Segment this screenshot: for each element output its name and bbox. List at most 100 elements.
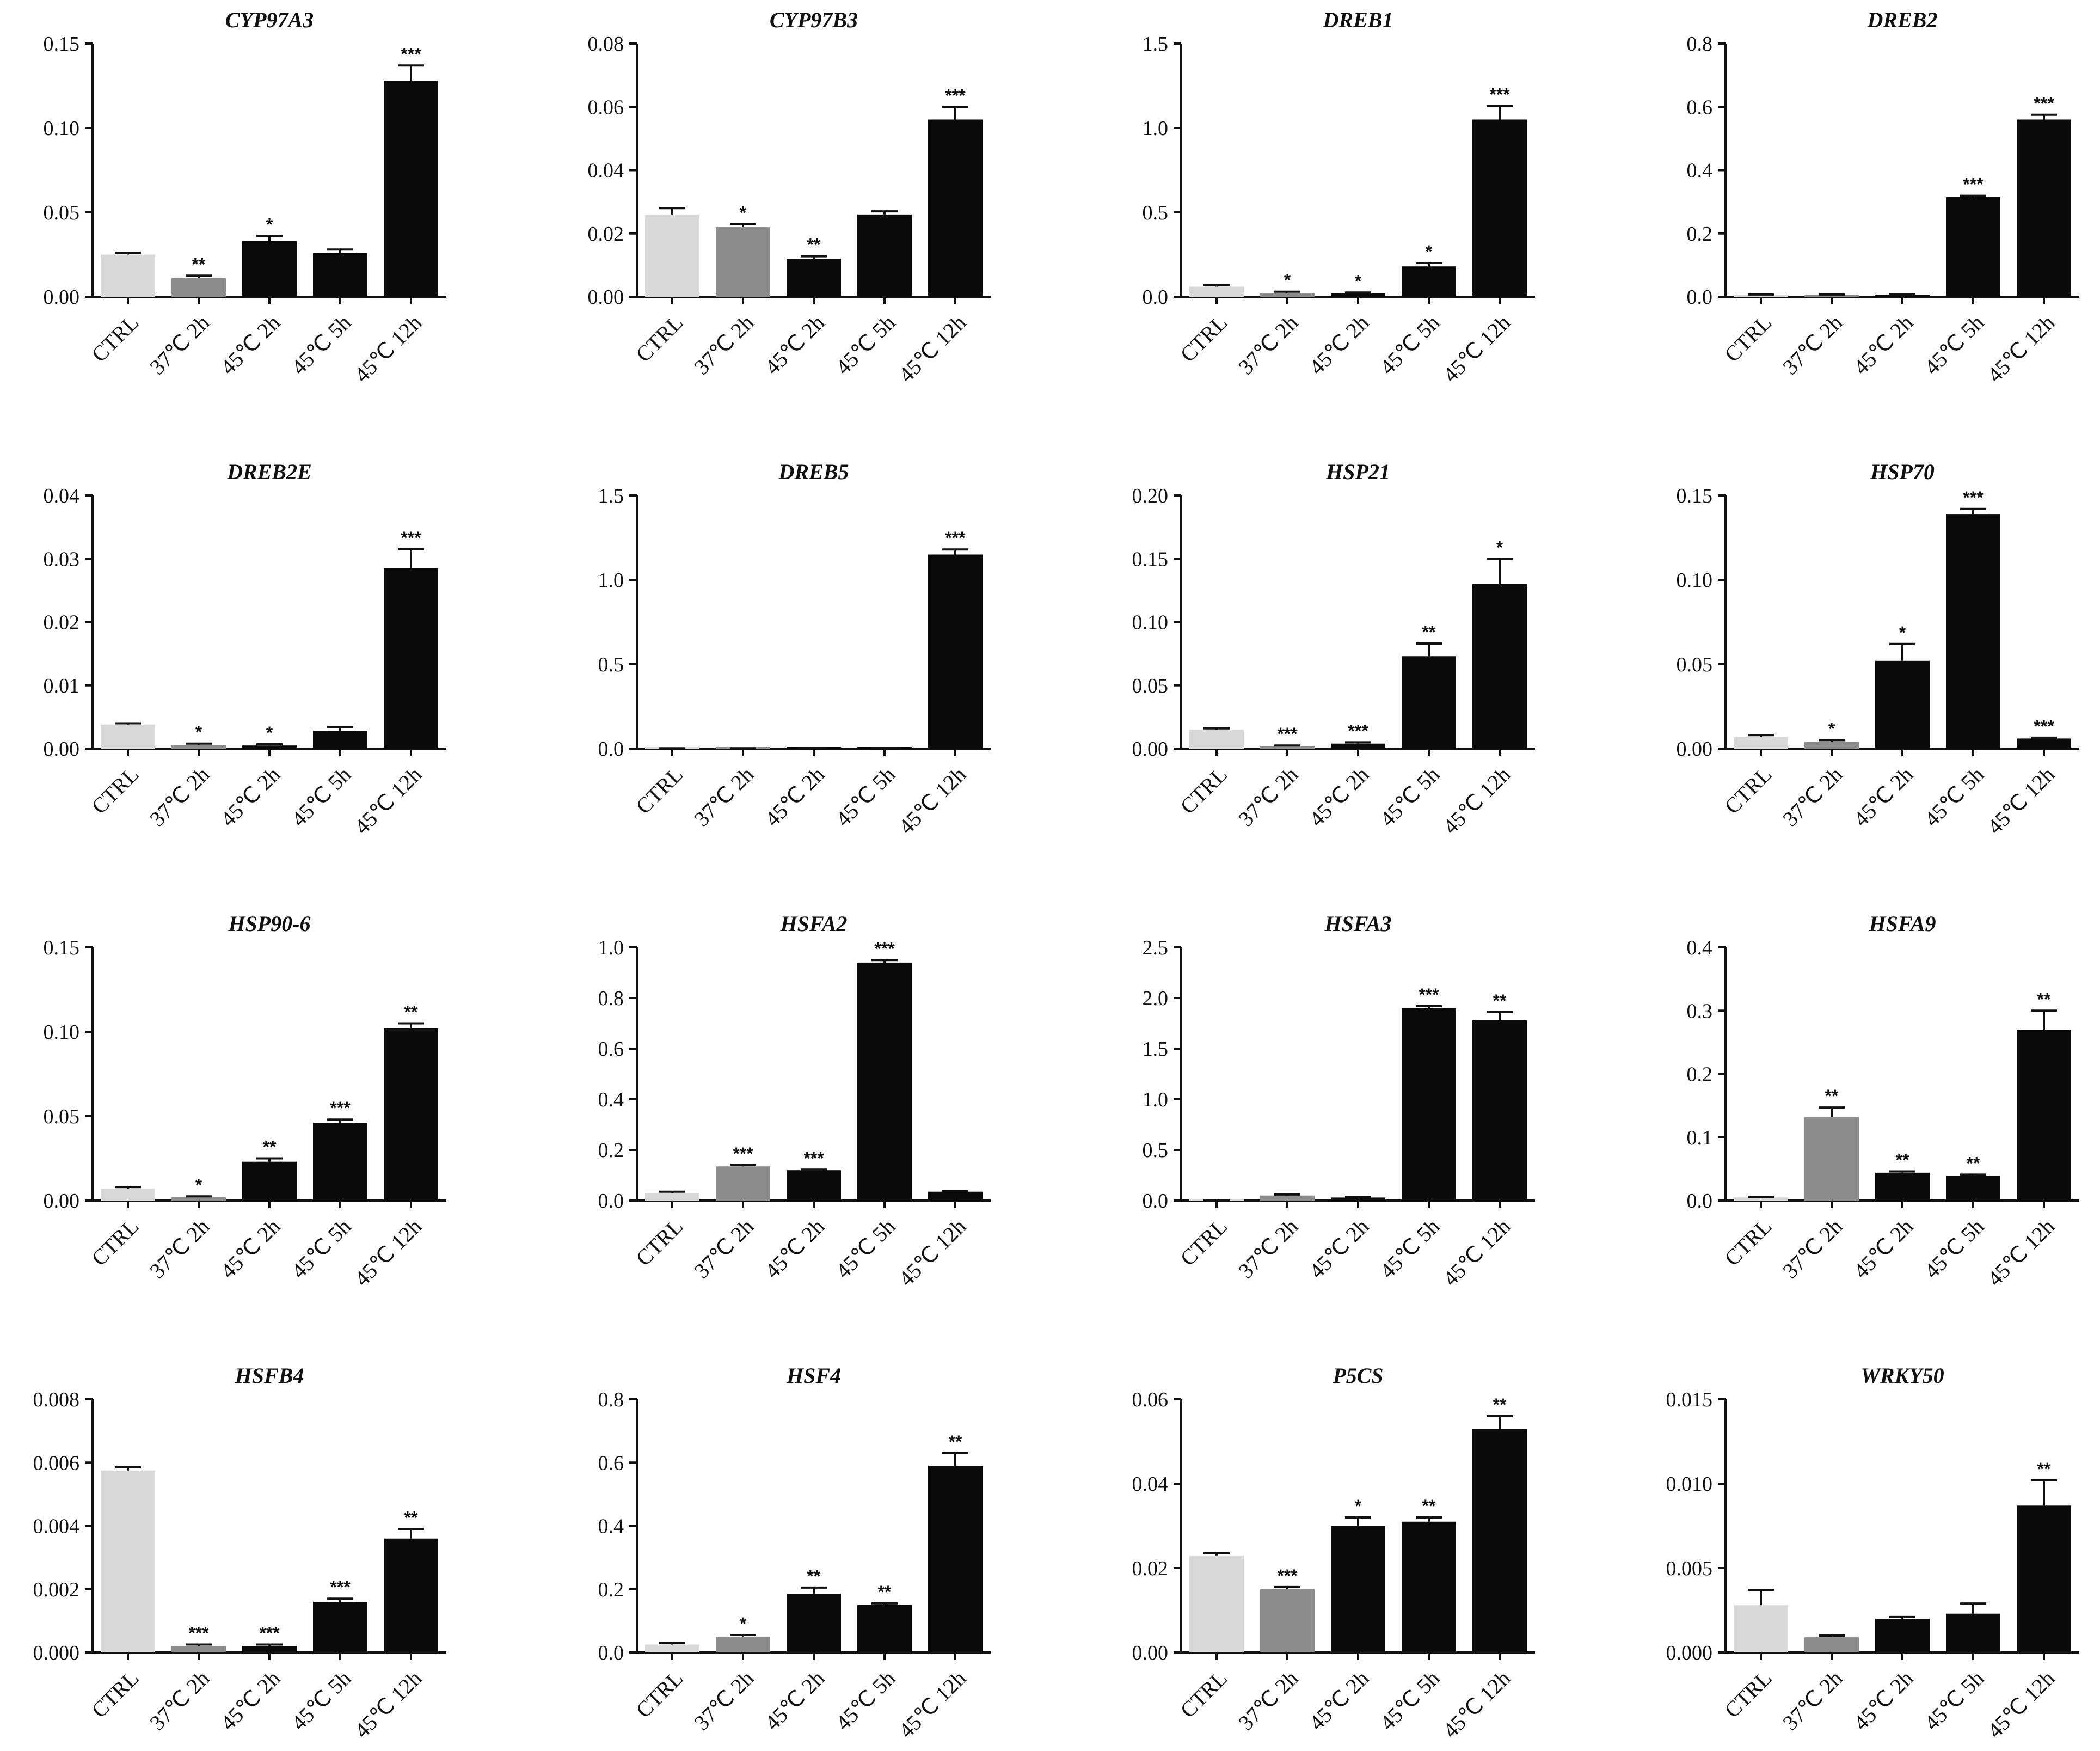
x-tick-label: 45℃ 12h [1982, 1666, 2059, 1743]
x-tick-label: 45℃ 2h [760, 1666, 829, 1735]
x-tick-label: CTRL [87, 1214, 143, 1271]
x-tick-label: 45℃ 2h [216, 1214, 285, 1283]
significance-label: *** [330, 1577, 351, 1597]
y-tick-label: 0.10 [44, 117, 80, 140]
bar-0 [1734, 737, 1788, 749]
significance-label: *** [259, 1623, 280, 1643]
y-tick-label: 0.005 [1666, 1557, 1713, 1580]
y-tick-label: 0.4 [598, 1515, 624, 1538]
x-tick-label: CTRL [87, 310, 143, 367]
bar-4 [384, 1028, 438, 1201]
y-tick-label: 0.6 [598, 1452, 624, 1474]
bar-3 [1402, 1008, 1456, 1201]
bar-4 [928, 554, 983, 749]
x-tick-label: 45℃ 5h [286, 1666, 355, 1735]
significance-label: * [1284, 271, 1291, 290]
bar-0 [101, 254, 155, 297]
y-tick-label: 0.08 [588, 33, 624, 56]
y-tick-label: 0.00 [44, 738, 80, 761]
y-tick-label: 0.04 [588, 160, 624, 182]
y-tick-label: 0.008 [33, 1388, 80, 1411]
significance-label: *** [401, 44, 421, 64]
bar-2 [242, 241, 297, 297]
significance-label: ** [1493, 1395, 1507, 1415]
significance-label: ** [878, 1582, 892, 1602]
significance-label: *** [1348, 721, 1368, 740]
x-tick-label: CTRL [631, 310, 687, 367]
y-tick-label: 0.05 [1677, 653, 1713, 676]
y-tick-label: 0.1 [1687, 1126, 1713, 1149]
significance-label: * [1899, 623, 1906, 642]
x-tick-label: 37℃ 2h [689, 310, 758, 379]
y-tick-label: 0.10 [1677, 569, 1713, 592]
y-tick-label: 0.0 [1143, 1190, 1169, 1213]
x-tick-label: 45℃ 12h [349, 762, 426, 839]
x-tick-label: 37℃ 2h [689, 1666, 758, 1735]
x-tick-label: 45℃ 12h [894, 762, 971, 839]
y-tick-label: 1.0 [598, 569, 624, 592]
x-tick-label: 45℃ 2h [1849, 1214, 1918, 1283]
chart-panel-dreb5: DREB5 0.0 0.5 1.0 1.5 CTRL 37℃ 2h 45℃ 2h 45℃ 5h *… [598, 460, 991, 839]
y-tick-label: 0.2 [598, 1578, 624, 1601]
significance-label: ** [263, 1137, 277, 1157]
y-tick-label: 0.15 [44, 936, 80, 959]
x-tick-label: 45℃ 5h [286, 310, 355, 379]
significance-label: ** [1422, 1496, 1436, 1516]
bar-4 [2017, 1505, 2071, 1652]
y-tick-label: 1.5 [598, 485, 624, 507]
chart-title: HSFA9 [1868, 911, 1936, 936]
chart-panel-hsp90-6: HSP90-6 0.00 0.05 0.10 0.15 CTRL * 37℃ 2h ** 45℃ … [44, 911, 446, 1291]
x-tick-label: 45℃ 2h [760, 1214, 829, 1283]
x-tick-label: 45℃ 5h [286, 1214, 355, 1283]
bar-1 [1804, 1117, 1859, 1201]
y-tick-label: 0.03 [44, 548, 80, 571]
y-tick-label: 0.002 [33, 1578, 80, 1601]
y-tick-label: 0.6 [1687, 96, 1713, 119]
y-tick-label: 0.00 [1677, 738, 1713, 761]
x-tick-label: 45℃ 5h [831, 1666, 900, 1735]
chart-panel-hsf4: HSF4 0.0 0.2 0.4 0.6 0.8 CTRL * 37℃ 2h ** 45℃ 2h **… [598, 1363, 991, 1743]
x-tick-label: 45℃ 5h [1375, 1214, 1444, 1283]
bar-4 [928, 1191, 983, 1201]
x-tick-label: 45℃ 2h [1849, 762, 1918, 831]
chart-title: HSFA3 [1324, 911, 1391, 936]
x-tick-label: 45℃ 2h [1304, 1214, 1373, 1283]
chart-title: HSP90-6 [228, 911, 310, 936]
y-tick-label: 0.0 [598, 738, 624, 761]
y-tick-label: 0.0 [598, 1642, 624, 1664]
bar-0 [645, 1644, 699, 1652]
bar-2 [1875, 1172, 1930, 1201]
y-tick-label: 0.0 [598, 1190, 624, 1213]
bar-4 [384, 1538, 438, 1652]
bar-2 [1331, 1526, 1385, 1652]
y-tick-label: 0.004 [33, 1515, 80, 1538]
y-tick-label: 0.2 [1687, 223, 1713, 246]
significance-label: * [1496, 537, 1503, 557]
chart-title: DREB2 [1867, 8, 1938, 32]
x-tick-label: 45℃ 12h [894, 1214, 971, 1291]
y-tick-label: 0.015 [1666, 1388, 1713, 1411]
significance-label: * [195, 1175, 202, 1195]
significance-label: *** [1489, 85, 1510, 105]
bar-2 [242, 1646, 297, 1652]
y-tick-label: 0.02 [1132, 1557, 1169, 1580]
x-tick-label: CTRL [87, 1666, 143, 1723]
bar-1 [1260, 1589, 1315, 1652]
y-tick-label: 0.6 [598, 1038, 624, 1061]
bar-1 [171, 1197, 226, 1201]
significance-label: ** [2037, 989, 2051, 1009]
chart-panel-hsfa9: HSFA9 0.0 0.1 0.2 0.3 0.4 CTRL ** 37℃ 2h ** 45℃ 2h… [1687, 911, 2079, 1291]
x-tick-label: CTRL [1720, 310, 1776, 367]
y-tick-label: 0.00 [44, 286, 80, 309]
x-tick-label: CTRL [1720, 1666, 1776, 1723]
x-tick-label: 45℃ 12h [894, 1666, 971, 1743]
significance-label: *** [945, 528, 966, 548]
bar-0 [1734, 295, 1788, 297]
x-tick-label: 45℃ 12h [349, 1666, 426, 1743]
chart-panel-dreb1: DREB1 0.0 0.5 1.0 1.5 CTRL * 37℃ 2h * 45℃ 2h * 45℃ … [1143, 8, 1535, 387]
y-tick-label: 0.3 [1687, 1000, 1713, 1023]
chart-title: WRKY50 [1860, 1363, 1944, 1388]
y-tick-label: 0.02 [44, 611, 80, 634]
y-tick-label: 0.006 [33, 1452, 80, 1474]
